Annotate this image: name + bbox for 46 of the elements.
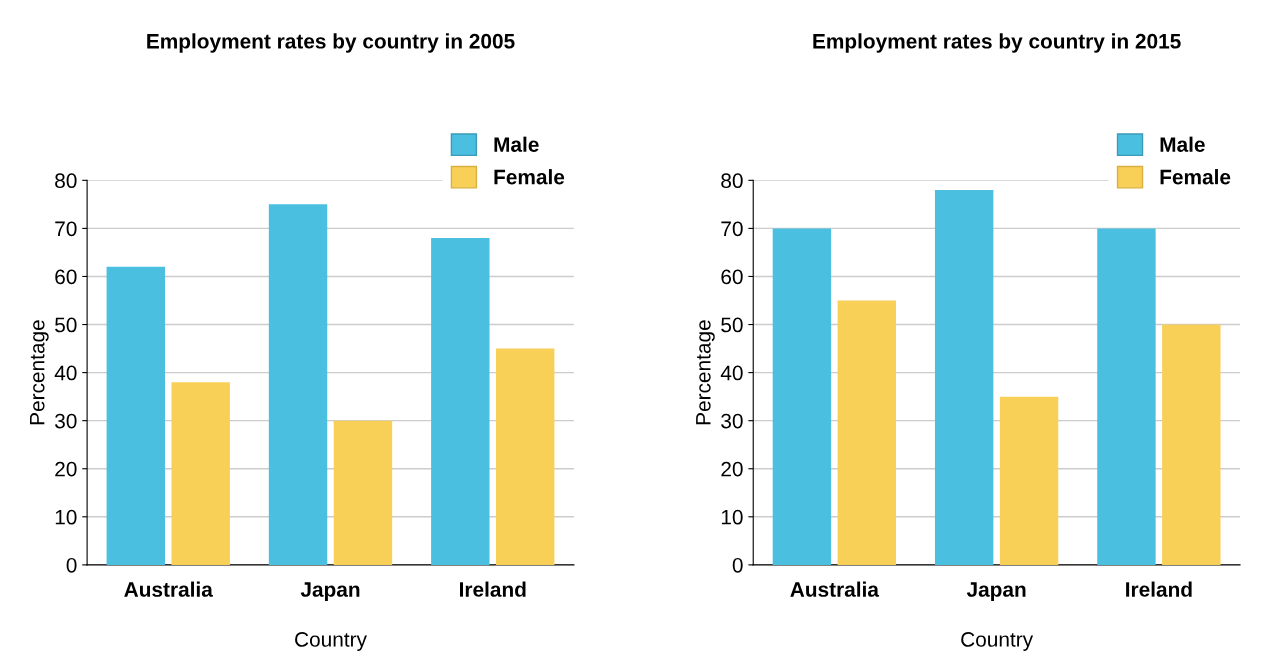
- y-tick-label: 50: [55, 317, 77, 333]
- x-axis-title: Country: [961, 632, 1034, 651]
- y-tick-label: 80: [55, 173, 77, 189]
- y-tick-label: 60: [55, 269, 77, 285]
- y-tick-label: 10: [55, 509, 77, 525]
- bar: [431, 238, 490, 565]
- bar: [837, 300, 897, 565]
- x-tick-label: Ireland: [1126, 581, 1192, 597]
- x-tick-label: Australia: [790, 581, 880, 597]
- bar: [999, 396, 1059, 565]
- y-tick-label: 70: [721, 221, 743, 237]
- bar: [333, 420, 393, 565]
- y-tick-label: 70: [55, 221, 77, 237]
- y-tick-label: 10: [721, 509, 743, 525]
- y-tick-label: 20: [721, 461, 743, 477]
- legend-label: Female: [1160, 169, 1231, 185]
- y-tick-label: 40: [54, 365, 77, 381]
- y-tick-label: 0: [66, 557, 77, 573]
- bar: [934, 189, 994, 565]
- y-axis-title: Percentage: [30, 320, 49, 425]
- bar: [1162, 324, 1221, 565]
- y-tick-label: 80: [721, 173, 743, 189]
- bar: [772, 228, 832, 565]
- bar: [496, 348, 555, 565]
- chart-title: Employment rates by country in 2015: [813, 33, 1181, 53]
- y-tick-label: 30: [55, 413, 77, 429]
- legend-label: Male: [1160, 136, 1205, 152]
- x-tick-label: Australia: [124, 581, 213, 597]
- bar: [268, 204, 328, 565]
- bar: [1097, 228, 1156, 565]
- bar: [171, 382, 230, 565]
- x-axis-title: Country: [295, 632, 367, 651]
- y-tick-label: 40: [720, 365, 743, 381]
- y-tick-label: 30: [721, 413, 743, 429]
- y-tick-label: 0: [732, 557, 743, 573]
- chart-title: Employment rates by country in 2005: [147, 33, 515, 53]
- y-tick-label: 20: [55, 461, 77, 477]
- bar: [106, 266, 165, 565]
- y-tick-label: 60: [721, 269, 743, 285]
- y-axis-title: Percentage: [696, 320, 715, 425]
- legend-label: Female: [494, 169, 565, 185]
- legend-label: Male: [494, 136, 539, 152]
- x-tick-label: Japan: [966, 582, 1026, 601]
- x-tick-label: Japan: [300, 582, 360, 601]
- x-tick-label: Ireland: [460, 581, 526, 597]
- y-tick-label: 50: [721, 317, 743, 333]
